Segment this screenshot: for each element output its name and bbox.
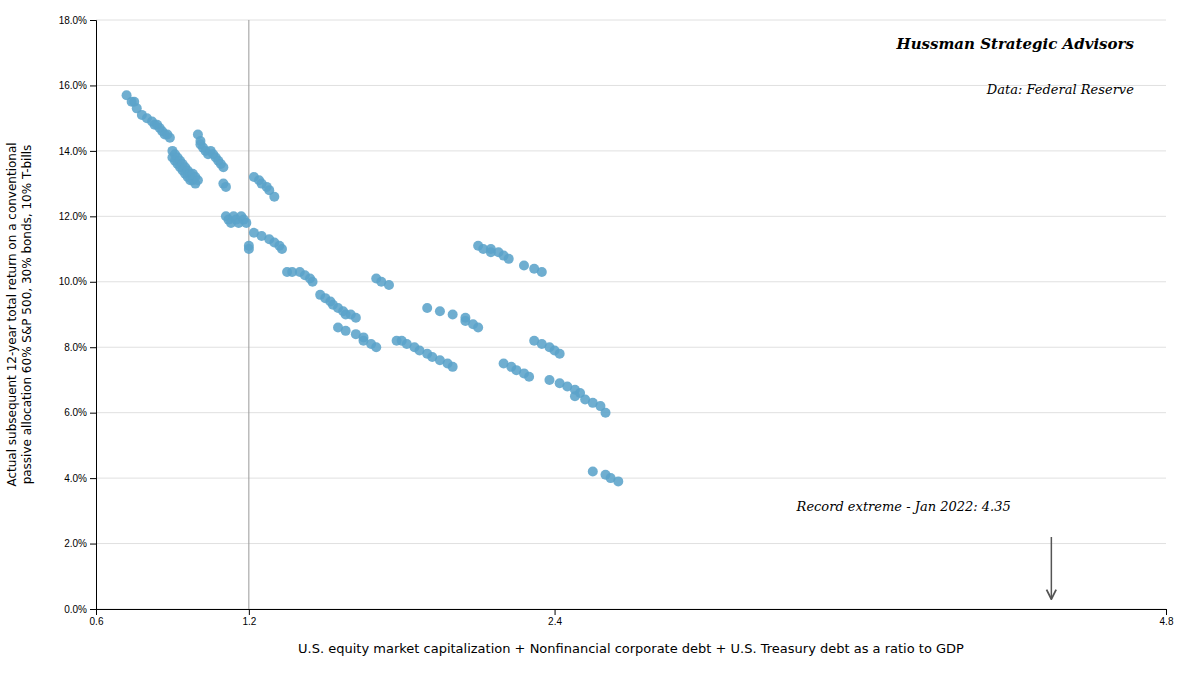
grid-line — [96, 20, 1166, 21]
title: Hussman Strategic Advisors — [895, 35, 1134, 53]
point — [422, 303, 432, 313]
grid-line — [96, 281, 1166, 282]
y-tick-mark — [90, 413, 96, 414]
arrow — [1051, 537, 1053, 599]
y-tick-label: 6.0% — [64, 407, 87, 418]
x-tick-mark — [249, 609, 250, 615]
annotation: Record extreme - Jan 2022: 4.35 — [796, 499, 1011, 514]
x-axis-title: U.S. equity market capitalization + Nonf… — [298, 641, 964, 656]
y-axis: 0.0% 2.0% 4.0% 6.0% 8.0% 10.0% 12.0% 14.0% 16.0%… — [59, 15, 97, 615]
y-tick: 4.0% — [64, 473, 96, 484]
subtitle: Data: Federal Reserve — [986, 82, 1134, 97]
y-tick: 14.0% — [59, 146, 96, 157]
chart-svg: 0.6 1.2 2.4 4.8 0.0% 2.0% 4.0% 6.0% 8.0% 10.0% 12.… — [0, 0, 1196, 673]
point — [524, 372, 534, 382]
point — [613, 476, 623, 486]
y-tick: 0.0% — [64, 604, 96, 615]
point — [341, 326, 351, 336]
y-tick-label: 14.0% — [59, 146, 87, 157]
grid — [96, 20, 1166, 609]
y-tick: 16.0% — [59, 80, 96, 91]
reference-line — [248, 20, 249, 609]
marks — [122, 20, 1052, 609]
x-tick: 0.6 — [90, 609, 104, 627]
y-tick-mark — [90, 544, 96, 545]
grid-line — [96, 412, 1166, 413]
y-axis-title-line: passive allocation 60% S&P 500, 30% bond… — [20, 145, 34, 485]
y-tick-label: 0.0% — [64, 604, 87, 615]
y-tick: 2.0% — [64, 538, 96, 549]
point — [351, 313, 361, 323]
point — [448, 310, 458, 320]
point — [544, 375, 554, 385]
y-axis-line — [90, 21, 97, 610]
y-tick-mark — [90, 151, 96, 152]
y-tick-label: 4.0% — [64, 473, 87, 484]
x-tick-label: 0.6 — [90, 616, 104, 627]
x-axis: 0.6 1.2 2.4 4.8 — [90, 609, 1174, 627]
grid-line — [96, 543, 1166, 544]
grid-line — [96, 478, 1166, 479]
point — [435, 306, 445, 316]
y-tick-label: 18.0% — [59, 15, 87, 26]
point — [241, 218, 251, 228]
point — [601, 408, 611, 418]
chart-container: 0.6 1.2 2.4 4.8 0.0% 2.0% 4.0% 6.0% 8.0% 10.0% 12.… — [0, 0, 1196, 673]
point — [165, 133, 175, 143]
y-tick-mark — [90, 478, 96, 479]
y-tick-mark — [90, 347, 96, 348]
y-tick-mark — [90, 609, 96, 610]
point — [504, 254, 514, 264]
x-tick-label: 2.4 — [548, 616, 562, 627]
y-tick-mark — [90, 282, 96, 283]
point — [570, 391, 580, 401]
x-tick-mark — [1166, 609, 1167, 615]
point — [473, 323, 483, 333]
point — [448, 362, 458, 372]
y-tick-label: 10.0% — [59, 276, 87, 287]
points — [122, 90, 624, 486]
point — [537, 267, 547, 277]
y-tick: 8.0% — [64, 342, 96, 353]
point — [384, 280, 394, 290]
y-tick-label: 8.0% — [64, 342, 87, 353]
y-axis-title-line: Actual subsequent 12-year total return o… — [5, 142, 19, 486]
x-tick: 1.2 — [242, 609, 256, 627]
grid-line — [96, 150, 1166, 151]
y-tick-mark — [90, 85, 96, 86]
grid-line — [96, 347, 1166, 348]
point — [193, 175, 203, 185]
y-tick-label: 2.0% — [64, 538, 87, 549]
point — [218, 162, 228, 172]
y-tick: 12.0% — [59, 211, 96, 222]
y-tick-mark — [90, 20, 96, 21]
point — [308, 277, 318, 287]
y-axis-title: Actual subsequent 12-year total return o… — [5, 142, 34, 486]
y-tick-label: 12.0% — [59, 211, 87, 222]
x-tick-mark — [555, 609, 556, 615]
y-tick-mark — [90, 216, 96, 217]
x-tick: 2.4 — [548, 609, 562, 627]
y-tick: 18.0% — [59, 15, 96, 26]
x-tick: 4.8 — [1160, 609, 1174, 627]
point — [269, 192, 279, 202]
point — [555, 349, 565, 359]
grid-line — [96, 216, 1166, 217]
y-tick: 10.0% — [59, 276, 96, 287]
texts: Hussman Strategic Advisors Data: Federal … — [5, 35, 1134, 656]
y-tick: 6.0% — [64, 407, 96, 418]
point — [371, 342, 381, 352]
point — [519, 260, 529, 270]
point — [244, 244, 254, 254]
plot-area: 0.6 1.2 2.4 4.8 0.0% 2.0% 4.0% 6.0% 8.0% 10.0% 12.… — [5, 15, 1174, 656]
x-axis-line — [97, 610, 1167, 616]
y-tick-label: 16.0% — [59, 80, 87, 91]
point — [277, 244, 287, 254]
point — [588, 467, 598, 477]
x-tick-label: 4.8 — [1160, 616, 1174, 627]
x-tick-label: 1.2 — [242, 616, 256, 627]
point — [221, 182, 231, 192]
